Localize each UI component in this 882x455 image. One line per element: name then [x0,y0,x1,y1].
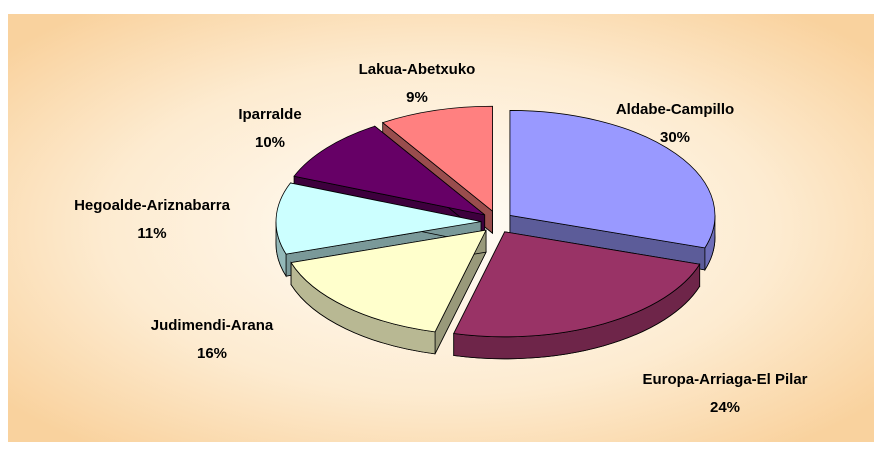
slice-label: Lakua-Abetxuko [359,61,476,78]
slice-label: Europa-Arriaga-El Pilar [642,371,807,388]
slice [293,125,485,216]
slice-label: Iparralde [238,106,301,123]
slice-value-label: 24% [710,399,740,416]
slice-label: Judimendi-Arana [151,317,274,334]
slice-value-label: 9% [406,89,428,106]
slice [453,231,701,338]
slice-value-label: 30% [660,129,690,146]
slice-value-label: 11% [137,225,166,242]
slice-label: Hegoalde-Ariznabarra [74,197,231,214]
slice [275,182,482,255]
slice-value-label: 16% [197,345,227,362]
slice-label: Aldabe-Campillo [616,101,734,118]
slice-value-label: 10% [255,134,285,151]
slice [290,229,487,333]
slice [381,105,493,213]
slice [509,110,716,249]
